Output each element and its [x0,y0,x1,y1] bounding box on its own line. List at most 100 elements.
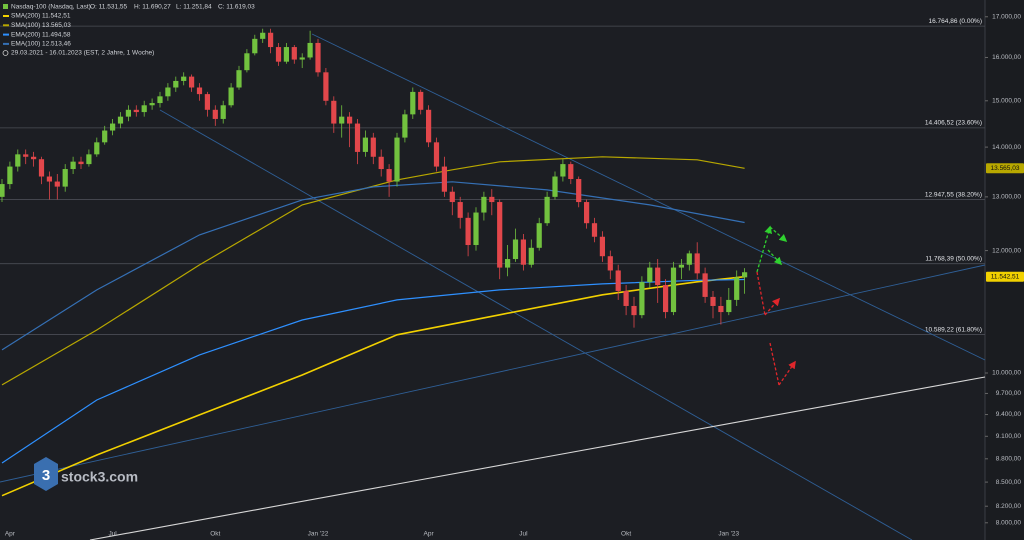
candle-body [228,87,234,106]
candle-body [655,267,661,286]
candle-body [7,166,13,185]
legend-name: EMA(100) [11,41,40,48]
candle-body [157,96,163,104]
plot-background [0,0,985,540]
trend-lines [0,33,986,540]
candle-body [291,47,297,60]
x-tick-label: Jan '22 [308,531,329,538]
candle-body [402,114,408,138]
fib-label: 14.406,52 (23.60%) [925,120,982,127]
candle-body [497,202,503,268]
arrow [767,249,783,266]
candle-body [23,154,29,157]
legend-name: EMA(200) [11,31,40,38]
y-axis: 17.000,00 16.000,00 15.000,00 14.000,00 13.0… [985,13,1024,527]
y-tick-label: 14.000,00 [992,144,1021,151]
candle-body [528,247,534,265]
y-tick-label: 13.000,00 [992,194,1021,201]
candle-body [370,137,376,157]
y-tick-label: 9.700,00 [996,390,1022,397]
candle-body [433,142,440,167]
legend-value: 11.542,51 [42,13,71,20]
candle-body [481,196,487,213]
candle-body [149,103,155,106]
x-tick-label: Jul [108,531,117,538]
ohlc-close: C: 11.619,03 [218,4,255,11]
candle-body [196,87,203,95]
candle-body [70,161,76,170]
candle-group [0,28,748,328]
instrument: Nasdaq-100 (Nasdaq, Last) [11,4,91,11]
candle-body [386,169,392,182]
candle-body [46,176,52,182]
candle-body [339,116,345,124]
candle-body [220,105,226,119]
candle-body [726,299,732,313]
axis-background [985,0,1024,540]
candle-body [734,277,740,300]
candle-body [710,296,716,306]
price-box [986,271,1024,282]
trend-line [89,376,986,540]
candle-body [331,100,337,124]
x-tick-label: Jan '23 [718,531,739,538]
candle-body [141,105,147,113]
candle-body [260,32,266,39]
price-box-label: 13.565,03 [991,165,1020,172]
fib-label: 16.764,86 (0.00%) [929,18,982,25]
y-tick-label: 8.000,00 [996,520,1022,527]
y-tick-label: 8.500,00 [996,479,1022,486]
x-tick-label: Apr [5,531,16,538]
candle-body [584,202,590,224]
candle-body [212,109,218,119]
scenario-arrows [756,225,796,386]
logo-mark: 3 [42,467,50,484]
candle-body [15,154,21,167]
candle-body [362,137,368,152]
ohlc-open: O: 11.531,55 [90,4,127,11]
candle-body [165,87,171,97]
candle-body [591,223,598,237]
candle-body [647,267,653,283]
legend-name: SMA(100) [11,22,40,29]
candle-body [307,42,313,58]
candle-body [283,47,289,62]
candle-body [686,253,692,265]
candle-body [244,53,250,71]
fib-label: 12.947,55 (38.20%) [925,191,982,198]
candle-body [568,164,574,180]
price-box [986,163,1024,174]
period: 29.03.2021 - 16.01.2023 (EST, 2 Jahre, 1… [11,50,154,57]
candle-body [252,38,258,54]
candle-body [204,94,210,110]
fib-label: 11.768,39 (50.00%) [925,255,982,262]
x-tick-label: Okt [210,531,220,538]
arrow [769,226,788,243]
candle-body [449,191,455,203]
watermark: stock3.com [61,469,138,485]
candle-body [615,270,621,291]
y-tick-label: 8.800,00 [996,456,1022,463]
y-tick-label: 8.200,00 [996,503,1022,510]
candle-body [133,109,139,113]
candle-body [62,169,68,187]
logo-cube [34,457,58,491]
candle-body [236,70,242,88]
candle-body [465,217,471,246]
x-tick-label: Jul [519,531,528,538]
x-axis: Apr Jul Okt Jan '22 Apr Jul Okt Jan '23 [5,531,740,538]
legend-value: 11.494,58 [42,31,71,38]
candle-body [560,164,566,177]
candle-body [623,290,629,306]
arrow [756,271,766,316]
candle-body [299,57,305,60]
candle-body [110,123,116,131]
candle-body [639,282,645,316]
candle-body [31,156,37,160]
candle-body [315,42,321,73]
candle-body [102,130,108,143]
legend-name: SMA(200) [11,13,40,20]
